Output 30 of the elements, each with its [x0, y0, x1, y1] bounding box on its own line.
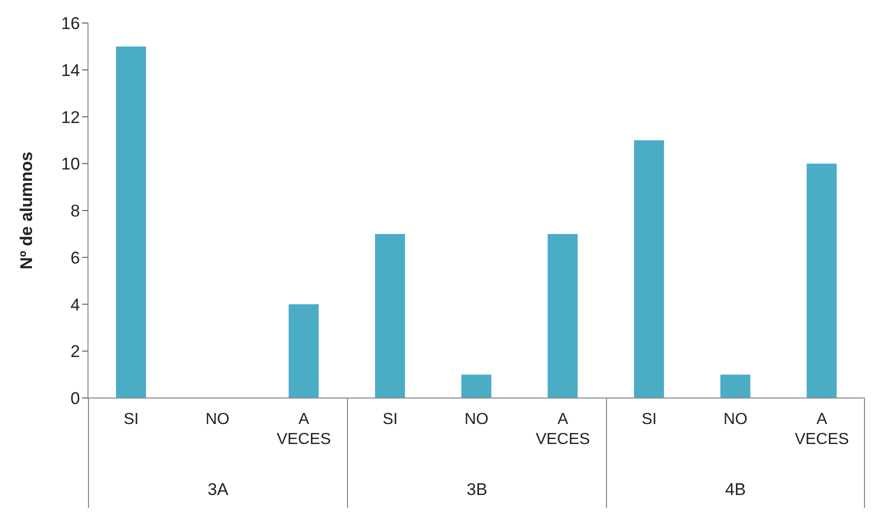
- y-tick-label: 14: [61, 60, 80, 80]
- y-tick-label: 0: [70, 389, 80, 408]
- bar: [806, 164, 837, 398]
- bar: [116, 46, 146, 398]
- y-tick-label: 8: [70, 202, 80, 221]
- bar: [288, 304, 319, 398]
- bar: [720, 374, 750, 398]
- bar: [461, 374, 492, 398]
- y-tick-label: 10: [61, 154, 80, 174]
- bar: [375, 234, 405, 398]
- bar: [634, 140, 664, 398]
- x-tick-label: NO: [724, 411, 748, 428]
- text: 3A: [208, 480, 228, 500]
- x-tick-label: SI: [382, 411, 398, 428]
- y-tick-label: 6: [70, 248, 80, 268]
- x-tick-label: NO: [206, 411, 230, 428]
- y-tick-label: 4: [70, 295, 80, 314]
- y-tick-label: 12: [61, 108, 80, 127]
- x-tick-label: A VECES: [794, 411, 849, 448]
- y-tick-label: 16: [61, 14, 80, 34]
- x-tick-label: NO: [464, 411, 488, 428]
- y-axis-title: Nº de alumnos: [17, 152, 36, 270]
- x-tick-label: SI: [124, 411, 139, 428]
- x-tick-label: A VECES: [536, 411, 590, 448]
- y-tick-label: 2: [70, 342, 80, 362]
- text: 3B: [466, 480, 488, 500]
- text: 4B: [725, 480, 746, 500]
- x-tick-label: A VECES: [276, 411, 331, 448]
- bar: [548, 234, 578, 398]
- x-tick-label: SI: [642, 411, 657, 428]
